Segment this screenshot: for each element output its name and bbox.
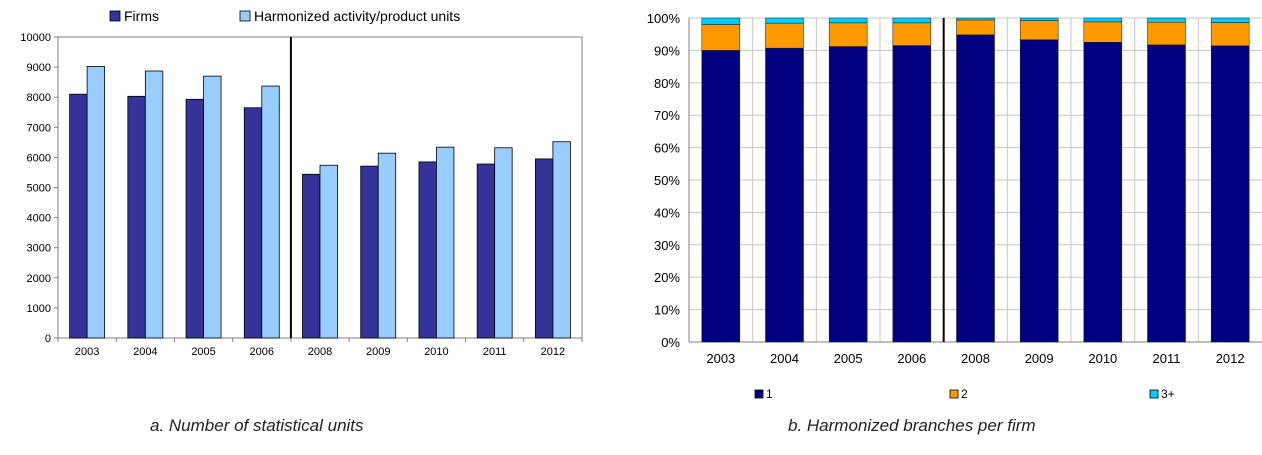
chart-a-ytick-label: 2000 <box>27 273 51 285</box>
chart-a-bar <box>436 146 455 339</box>
chart-b-legend-label: 1 <box>766 387 773 401</box>
chart-b-ytick-label: 90% <box>654 43 680 58</box>
chart-b-xtick-label: 2006 <box>897 351 926 366</box>
chart-a-bar <box>377 152 397 339</box>
chart-b-bar-segment <box>956 34 995 343</box>
chart-a-ytick-label: 7000 <box>27 122 51 134</box>
chart-b-legend-label: 3+ <box>1161 387 1175 401</box>
chart-a-bar <box>552 141 571 339</box>
chart-a-bar <box>185 98 204 339</box>
chart-a-ytick-label: 10000 <box>20 32 51 44</box>
chart-b-xtick-label: 2008 <box>961 351 990 366</box>
chart-b-ytick-label: 100% <box>647 11 681 26</box>
chart-b-ytick-label: 0% <box>661 335 680 350</box>
chart-a-ytick-label: 6000 <box>27 152 51 164</box>
chart-b-ytick-label: 60% <box>654 141 680 156</box>
chart-a-legend-label: Firms <box>124 8 159 24</box>
chart-b-bar-segment <box>892 45 932 343</box>
chart-a-xtick-label: 2012 <box>541 346 565 358</box>
chart-a-bar <box>144 70 164 339</box>
chart-a-bar <box>86 66 106 339</box>
chart-b-legend-swatch <box>754 389 764 399</box>
chart-b-xtick-label: 2009 <box>1025 351 1054 366</box>
chart-a-bar <box>534 158 554 339</box>
chart-a-xtick-label: 2004 <box>133 346 157 358</box>
chart-b-ytick-label: 50% <box>654 173 680 188</box>
chart-b-bar-segment <box>1083 21 1123 43</box>
chart-b-ytick-label: 70% <box>654 108 680 123</box>
chart-b-ytick-label: 20% <box>654 270 680 285</box>
chart-b-bar-segment <box>765 22 804 49</box>
chart-b-bar-segment <box>1083 42 1123 343</box>
chart-b-legend-swatch <box>1149 389 1159 399</box>
chart-a-ytick-label: 3000 <box>27 243 51 255</box>
chart-b-bar-segment <box>1210 17 1250 23</box>
chart-b-bar-segment <box>1019 20 1059 40</box>
chart-a-bar <box>319 164 338 339</box>
chart-b-bar-segment <box>1147 21 1186 46</box>
chart-a-xtick-label: 2011 <box>483 346 507 358</box>
chart-b-bar-segment <box>1210 45 1250 343</box>
chart-b-bar-segment <box>956 19 995 36</box>
chart-a-xtick-label: 2009 <box>366 346 390 358</box>
chart-b-legend-swatch <box>949 389 959 399</box>
chart-b-bar-segment <box>701 24 741 51</box>
chart-a-bar <box>418 161 437 339</box>
chart-a-bar <box>360 165 379 339</box>
chart-a-legend-swatch <box>109 10 121 22</box>
chart-b-bar-segment <box>765 47 804 343</box>
chart-b-bar-segment <box>828 17 868 24</box>
chart-b-bar-segment <box>892 22 932 46</box>
chart-b-xtick-label: 2010 <box>1088 351 1117 366</box>
chart-a-bar <box>476 163 496 339</box>
chart-a-legend-label: Harmonized activity/product units <box>254 8 460 24</box>
chart-a-bar <box>494 147 513 339</box>
chart-b-ytick-label: 30% <box>654 238 680 253</box>
chart-b-xtick-label: 2005 <box>834 351 863 366</box>
chart-b-ytick-label: 10% <box>654 303 680 318</box>
chart-b-bar-segment <box>765 17 804 24</box>
chart-a-bar <box>261 85 280 339</box>
chart-b-bar-segment <box>1147 17 1186 23</box>
chart-b-bar-segment <box>1019 17 1059 21</box>
chart-b-ytick-label: 40% <box>654 205 680 220</box>
chart-b-bar-segment <box>1083 17 1123 23</box>
chart-b-bar-segment <box>828 22 868 47</box>
chart-b-xtick-label: 2011 <box>1153 351 1181 366</box>
chart-b-xtick-label: 2003 <box>706 351 735 366</box>
chart-a-xtick-label: 2003 <box>75 346 99 358</box>
chart-b-bar-segment <box>1019 39 1059 343</box>
chart-a-ytick-label: 5000 <box>27 183 51 195</box>
chart-a-xtick-label: 2010 <box>424 346 448 358</box>
chart-a-bar <box>302 173 321 339</box>
chart-a-ytick-label: 0 <box>45 333 51 345</box>
chart-b-bar-segment <box>1147 44 1186 343</box>
chart-b-legend-label: 2 <box>961 387 968 401</box>
chart-b-bar-segment <box>1210 22 1250 47</box>
chart-b-bar-segment <box>701 50 741 343</box>
chart-a-xtick-label: 2008 <box>308 346 332 358</box>
chart-b-bar-segment <box>956 17 995 21</box>
chart-a-ytick-label: 4000 <box>27 213 51 225</box>
chart-b-xtick-label: 2004 <box>770 351 799 366</box>
chart-a-xtick-label: 2006 <box>250 346 274 358</box>
chart-b-ytick-label: 80% <box>654 76 680 91</box>
chart-a-ytick-label: 1000 <box>27 303 51 315</box>
chart-a-bar <box>69 93 88 339</box>
chart-a-legend-swatch <box>239 10 251 22</box>
chart-a-ytick-label: 8000 <box>27 92 51 104</box>
chart-b-bar-segment <box>701 17 741 25</box>
chart-b-bar-segment <box>892 17 932 24</box>
chart-a-ytick-label: 9000 <box>27 62 51 74</box>
chart-b-xtick-label: 2012 <box>1216 351 1245 366</box>
chart-a-xtick-label: 2005 <box>191 346 215 358</box>
chart-a-bar <box>127 95 146 339</box>
chart-b-bar-segment <box>828 46 868 343</box>
caption-left: a. Number of statistical units <box>150 416 364 435</box>
chart-a-bar <box>243 107 263 339</box>
caption-right: b. Harmonized branches per firm <box>788 416 1036 435</box>
chart-a-bar <box>203 75 222 339</box>
